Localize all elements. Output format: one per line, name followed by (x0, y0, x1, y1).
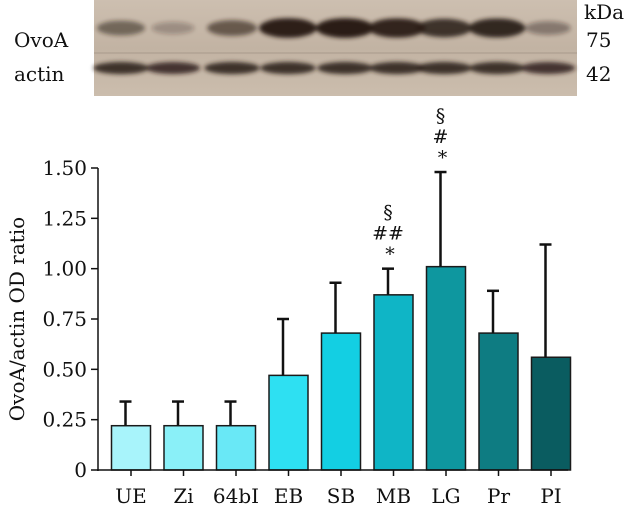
y-tick-label: 1.50 (42, 156, 87, 180)
band-actin-7 (416, 61, 472, 75)
x-tick-label-pr: Pr (487, 484, 510, 508)
bar-pi (530, 356, 572, 471)
band-ovoa-5 (316, 18, 374, 38)
bar-ue (110, 424, 152, 471)
x-tick-label-mb: MB (376, 484, 411, 508)
x-tick-labels: UE Zi 64bI EB SB MB LG Pr PI (115, 470, 562, 508)
bar-eb (268, 374, 309, 471)
band-ovoa-6 (368, 18, 426, 38)
error-bar-pi (539, 243, 552, 358)
y-tick-label: 0.50 (42, 357, 87, 381)
annotation-lg-2: * (438, 147, 448, 169)
y-tick-label: 1.25 (42, 206, 87, 230)
band-ovoa-2 (151, 21, 195, 35)
significance-annotations: §##*§#* (372, 105, 448, 266)
band-ovoa-7 (416, 18, 472, 38)
error-bar-64bi (224, 400, 237, 426)
band-ovoa-8 (468, 18, 526, 38)
band-ovoa-4 (259, 18, 317, 38)
blot-row-label-actin: actin (14, 62, 65, 86)
bar-64bi (215, 424, 257, 471)
bar-sb (320, 332, 362, 471)
x-tick-label-zi: Zi (173, 484, 193, 508)
band-actin-1 (93, 61, 149, 75)
y-tick-label: 1.00 (42, 257, 87, 281)
blot-unit-label: kDa (584, 0, 624, 24)
error-bar-eb (277, 317, 289, 376)
annotation-mb-1: ## (372, 223, 404, 245)
y-axis-ticks: 0 0.25 0.50 0.75 1.00 1.25 1.50 (42, 156, 98, 482)
error-bar-sb (329, 281, 342, 334)
band-actin-8 (469, 61, 525, 75)
x-tick-label-ue: UE (115, 484, 146, 508)
blot-size-42: 42 (586, 62, 611, 86)
band-actin-5 (317, 61, 373, 75)
bar-chart: OvoA/actin OD ratio 0 0.25 0.50 0.75 1.00 1.2… (5, 105, 572, 508)
annotation-mb-0: § (383, 202, 393, 224)
band-actin-3 (204, 61, 260, 75)
error-bar-lg (434, 170, 447, 267)
y-tick-label: 0.25 (42, 408, 87, 432)
error-bars (119, 170, 552, 426)
blot-row-label-ovoa: OvoA (14, 28, 69, 52)
x-tick-label-lg: LG (431, 484, 460, 508)
blot-bands (93, 18, 576, 75)
bar-pr (478, 332, 519, 471)
western-blot: OvoA actin kDa 75 42 (14, 0, 624, 96)
error-bar-zi (172, 400, 184, 426)
annotation-mb-2: * (385, 244, 395, 266)
band-actin-2 (145, 62, 201, 74)
band-actin-6 (369, 61, 425, 75)
error-bar-pr (487, 289, 499, 334)
annotation-lg-0: § (436, 105, 446, 127)
x-tick-label-eb: EB (274, 484, 303, 508)
x-tick-label-64bi: 64bI (213, 484, 259, 508)
band-ovoa-1 (96, 20, 146, 36)
y-tick-label: 0 (74, 458, 87, 482)
bar-mb (373, 294, 414, 471)
y-axis-title: OvoA/actin OD ratio (5, 217, 29, 421)
bars (110, 265, 572, 471)
band-actin-9 (520, 62, 576, 74)
error-bar-ue (119, 400, 132, 426)
blot-size-75: 75 (586, 28, 611, 52)
band-actin-4 (260, 61, 316, 75)
annotation-lg-1: # (433, 126, 449, 148)
x-tick-label-sb: SB (327, 484, 355, 508)
band-ovoa-9 (525, 21, 571, 35)
bar-lg (425, 265, 467, 471)
y-tick-label: 0.75 (42, 307, 87, 331)
x-tick-label-pi: PI (540, 484, 561, 508)
bar-zi (163, 424, 204, 471)
blot-membrane (94, 0, 577, 96)
band-ovoa-3 (207, 20, 257, 36)
error-bar-mb (382, 267, 394, 295)
